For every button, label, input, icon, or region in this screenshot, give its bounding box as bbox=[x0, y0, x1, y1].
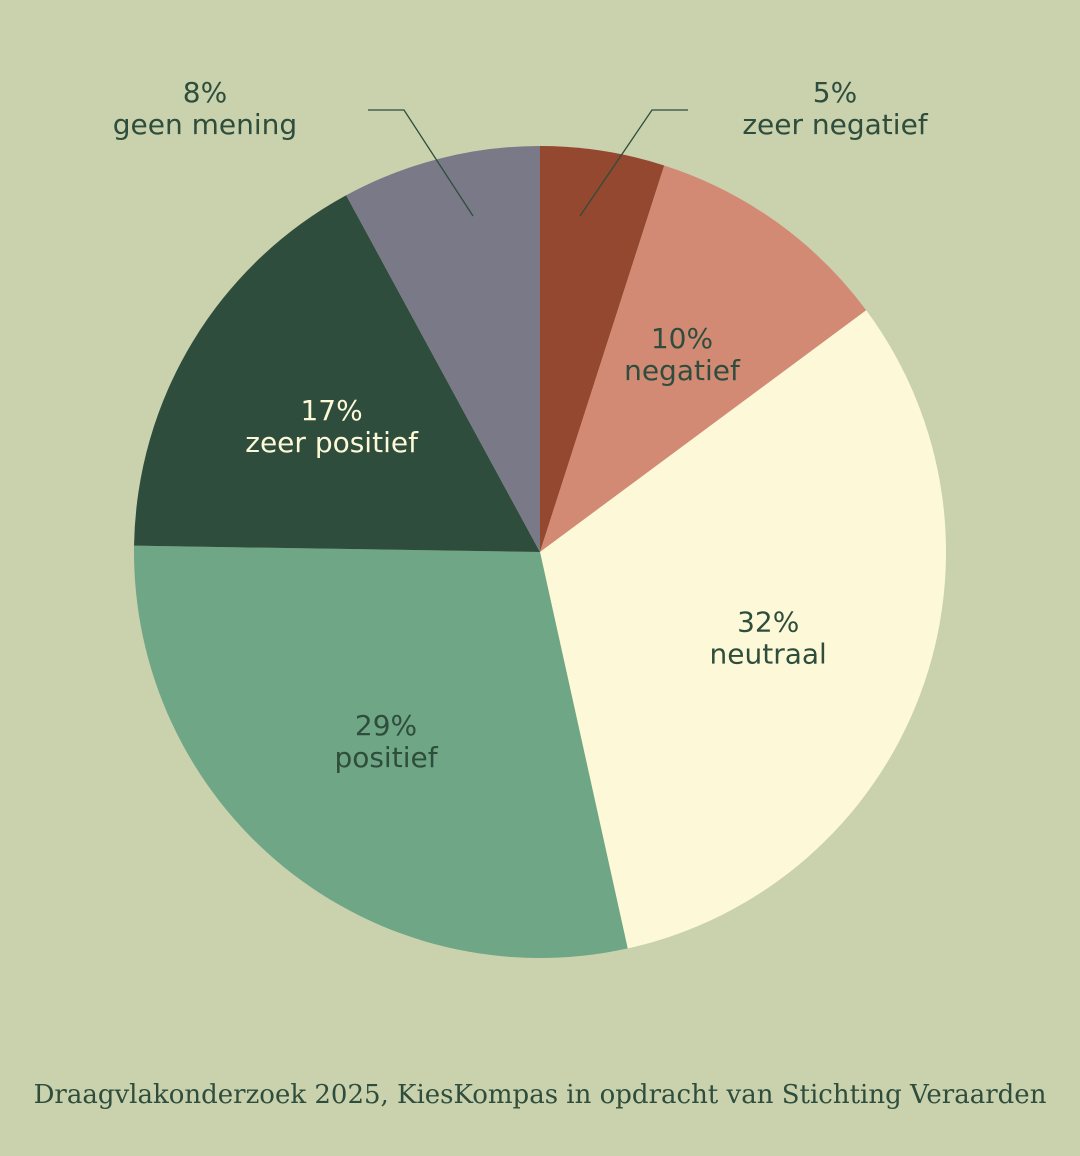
slice-category-label: geen mening bbox=[113, 108, 297, 141]
leader-line-zeer-negatief bbox=[579, 109, 688, 217]
pie-slice-geen-mening bbox=[346, 146, 540, 552]
pie-slice-neutraal bbox=[540, 310, 947, 949]
slice-category-label: negatief bbox=[624, 354, 741, 387]
slice-percent-label: 10% bbox=[651, 322, 713, 355]
pie-labels: 5%zeer negatief 10%negatief 32%neutraal 29%… bbox=[113, 76, 929, 774]
pie-slice-zeer-negatief bbox=[540, 146, 665, 552]
slice-percent-label: 5% bbox=[813, 76, 857, 109]
pie-slice-zeer-positief bbox=[134, 195, 540, 552]
pie-slice-negatief bbox=[540, 165, 867, 553]
slice-category-label: neutraal bbox=[710, 637, 827, 670]
slice-percent-label: 29% bbox=[355, 709, 417, 742]
slice-percent-label: 17% bbox=[300, 394, 362, 427]
slice-percent-label: 8% bbox=[183, 76, 227, 109]
slice-category-label: positief bbox=[334, 741, 438, 774]
leader-line-geen-mening bbox=[368, 109, 474, 217]
source-caption: Draagvlakonderzoek 2025, KiesKompas in o… bbox=[33, 1080, 1047, 1110]
slice-category-label: zeer negatief bbox=[742, 108, 928, 141]
pie-slice-positief bbox=[134, 545, 628, 958]
slice-category-label: zeer positief bbox=[245, 426, 419, 459]
slice-percent-label: 32% bbox=[737, 605, 799, 638]
pie-slices bbox=[134, 146, 947, 958]
